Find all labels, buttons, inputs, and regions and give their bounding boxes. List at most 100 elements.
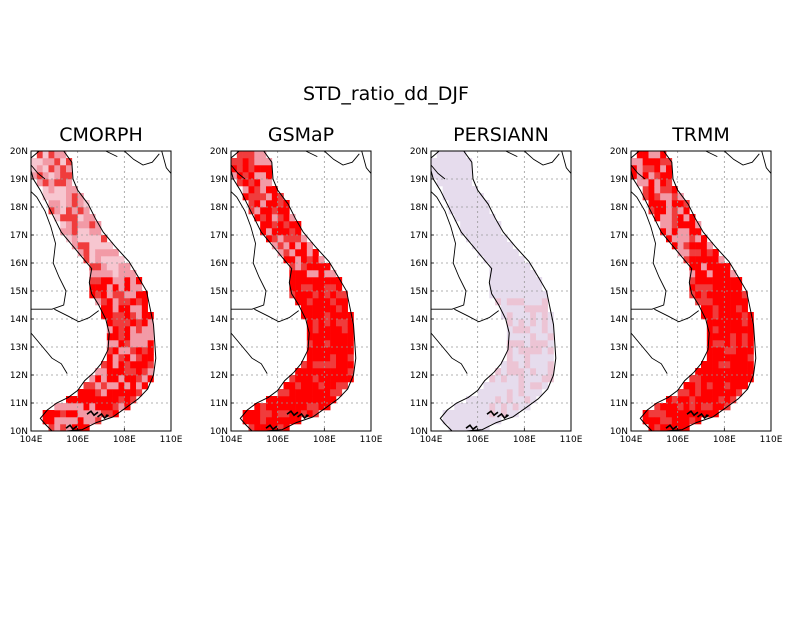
grid-cell bbox=[506, 319, 513, 327]
grid-cell bbox=[730, 382, 737, 390]
grid-cell bbox=[460, 410, 467, 418]
grid-cell bbox=[66, 403, 73, 411]
grid-cell bbox=[77, 214, 84, 222]
grid-cell bbox=[101, 368, 108, 376]
grid-cell bbox=[283, 382, 290, 390]
grid-cell bbox=[741, 326, 748, 334]
lat-tick-label: 13N bbox=[210, 343, 228, 353]
grid-cell bbox=[530, 305, 537, 313]
grid-cell bbox=[689, 396, 696, 404]
grid-cell bbox=[442, 172, 449, 180]
grid-cell bbox=[541, 291, 548, 299]
grid-cell bbox=[518, 368, 525, 376]
grid-cell bbox=[512, 312, 519, 320]
grid-cell bbox=[347, 347, 354, 355]
grid-cell bbox=[77, 207, 84, 215]
grid-cell bbox=[295, 270, 302, 278]
grid-cell bbox=[718, 284, 725, 292]
grid-cell bbox=[260, 410, 267, 418]
grid-cell bbox=[336, 326, 343, 334]
grid-cell bbox=[506, 375, 513, 383]
map-panel-trmm: TRMM 10N 11N 12N 13N 14N 15N 16N 17N 18N 19N 20N 1… bbox=[610, 124, 783, 445]
grid-cell bbox=[236, 179, 243, 187]
grid-cell bbox=[66, 410, 73, 418]
grid-cell bbox=[518, 298, 525, 306]
grid-cell bbox=[312, 249, 319, 257]
grid-cell bbox=[66, 200, 73, 208]
grid-cell bbox=[524, 340, 531, 348]
grid-cell bbox=[295, 228, 302, 236]
grid-cell bbox=[495, 263, 502, 271]
grid-cell bbox=[312, 368, 319, 376]
grid-cell bbox=[248, 424, 255, 432]
grid-cell bbox=[695, 389, 702, 397]
lat-tick-label: 16N bbox=[610, 259, 628, 269]
grid-cell bbox=[106, 256, 113, 264]
grid-cell bbox=[747, 347, 754, 355]
grid-cell bbox=[89, 417, 96, 425]
grid-cell bbox=[301, 277, 308, 285]
grid-cell bbox=[718, 354, 725, 362]
grid-cell bbox=[77, 424, 84, 432]
grid-cell bbox=[660, 410, 667, 418]
lon-tick-label: 106E bbox=[666, 435, 689, 445]
grid-cell bbox=[448, 193, 455, 201]
lat-tick-label: 20N bbox=[210, 147, 228, 157]
lat-tick-label: 14N bbox=[10, 315, 28, 325]
grid-cell bbox=[301, 291, 308, 299]
grid-cell bbox=[530, 291, 537, 299]
precip-grid-cells bbox=[631, 151, 754, 432]
grid-cell bbox=[95, 382, 102, 390]
grid-cell bbox=[54, 165, 61, 173]
grid-cell bbox=[454, 179, 461, 187]
grid-cell bbox=[712, 354, 719, 362]
grid-cell bbox=[66, 179, 73, 187]
grid-cell bbox=[306, 361, 313, 369]
grid-cell bbox=[242, 151, 249, 159]
grid-cell bbox=[118, 333, 125, 341]
grid-cell bbox=[466, 396, 473, 404]
grid-cell bbox=[236, 151, 243, 159]
grid-cell bbox=[254, 214, 261, 222]
grid-cell bbox=[495, 375, 502, 383]
grid-cell bbox=[695, 277, 702, 285]
grid-cell bbox=[654, 179, 661, 187]
grid-cell bbox=[541, 333, 548, 341]
grid-cell bbox=[718, 368, 725, 376]
grid-cell bbox=[95, 228, 102, 236]
grid-cell bbox=[477, 389, 484, 397]
grid-cell bbox=[254, 193, 261, 201]
grid-cell bbox=[147, 340, 154, 348]
grid-cell bbox=[112, 326, 119, 334]
grid-cell bbox=[341, 326, 348, 334]
grid-cell bbox=[512, 249, 519, 257]
grid-cell bbox=[277, 249, 284, 257]
grid-cell bbox=[54, 207, 61, 215]
grid-cell bbox=[524, 354, 531, 362]
grid-cell bbox=[477, 207, 484, 215]
country-border bbox=[630, 191, 667, 310]
grid-cell bbox=[536, 305, 543, 313]
grid-cell bbox=[477, 410, 484, 418]
grid-cell bbox=[277, 403, 284, 411]
grid-cell bbox=[677, 389, 684, 397]
grid-cell bbox=[301, 389, 308, 397]
grid-cell bbox=[306, 403, 313, 411]
grid-cell bbox=[141, 305, 148, 313]
grid-cell bbox=[118, 389, 125, 397]
grid-cell bbox=[48, 207, 55, 215]
grid-cell bbox=[501, 291, 508, 299]
grid-cell bbox=[341, 333, 348, 341]
grid-cell bbox=[89, 263, 96, 271]
grid-cell bbox=[483, 228, 490, 236]
lat-tick-label: 10N bbox=[410, 427, 428, 437]
grid-cell bbox=[660, 214, 667, 222]
grid-cell bbox=[312, 403, 319, 411]
grid-cell bbox=[141, 319, 148, 327]
coastline-segment bbox=[105, 150, 118, 158]
grid-cell bbox=[524, 368, 531, 376]
grid-cell bbox=[730, 361, 737, 369]
grid-cell bbox=[530, 319, 537, 327]
grid-cell bbox=[483, 417, 490, 425]
grid-cell bbox=[42, 165, 49, 173]
